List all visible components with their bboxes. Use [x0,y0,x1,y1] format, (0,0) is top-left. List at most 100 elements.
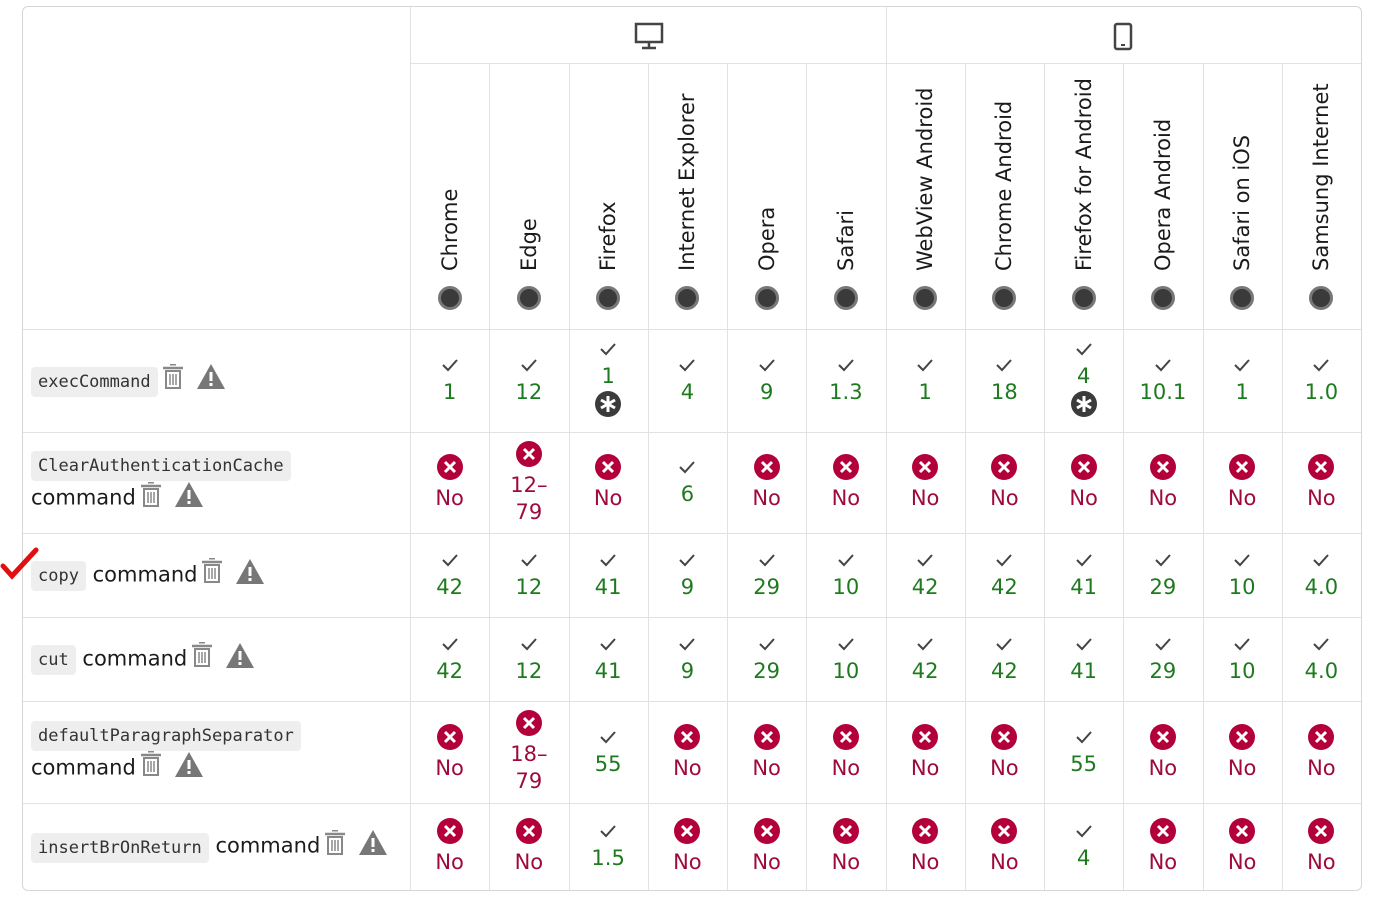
version-label: 42 [911,658,939,683]
deprecated-icon [191,640,213,676]
support-cell: No [1123,701,1202,803]
unsupported-icon [1307,723,1335,755]
unsupported-icon [515,817,543,849]
unsupported-icon-svg [1308,723,1335,750]
support-cell: No [489,803,568,890]
deprecated-icon [324,828,346,864]
support-cell: 42 [886,533,965,617]
row-line [23,701,1361,702]
browser-name: Internet Explorer [675,93,700,272]
version-label: No [990,850,1019,874]
supported-icon-svg [758,553,775,566]
supported-icon [756,550,778,574]
supported-icon [439,550,461,574]
unsupported-icon [1228,817,1256,849]
supported-icon [993,550,1015,574]
supported-icon-svg [996,359,1013,372]
browser-name: Chrome Android [992,100,1017,271]
support-cell: No [806,803,885,890]
warning-icon-svg [196,364,225,389]
supported-icon-svg [1155,553,1171,566]
unsupported-icon-svg [832,454,859,480]
feature-text: insertBrOnReturn command [31,828,388,864]
supported-icon [1152,550,1174,574]
supported-icon [597,634,619,658]
supported-icon [835,550,857,574]
supported-icon-svg [441,553,458,566]
version-label: 55 [594,751,622,776]
supported-icon-svg [1075,637,1092,650]
version-label: 10 [832,658,860,683]
version-label: 4.0 [1304,574,1339,599]
supported-icon-svg [996,637,1013,650]
support-cell: 4 [1044,803,1123,890]
version-label: No [1307,850,1336,874]
version-label: 1.5 [591,846,625,870]
unsupported-icon-svg [753,723,780,750]
col-line [727,63,728,890]
warning-icon [235,558,265,593]
supported-icon-svg [838,553,854,566]
deprecated-icon-svg [192,640,213,667]
version-label: No [831,486,861,510]
unsupported-icon-svg [436,723,463,750]
supported-icon-svg [1313,359,1330,372]
supported-icon-svg [1234,359,1250,372]
version-label: 1 [442,380,457,404]
unsupported-icon [1307,453,1335,485]
unsupported-icon [832,723,860,755]
browser-logo [1230,286,1255,310]
col-line [568,63,570,890]
support-cell: 6 [648,432,727,533]
unsupported-icon-svg [1149,454,1176,480]
unsupported-icon-svg [753,454,780,480]
unsupported-icon [436,817,464,849]
support-cell: No [965,432,1044,533]
feature-code: ClearAuthenticationCache [31,451,291,481]
warning-icon-svg [226,642,255,668]
feature-code: execCommand [31,366,158,397]
unsupported-icon [515,709,543,741]
version-label: 29 [1149,658,1177,683]
unsupported-icon-svg [912,454,939,480]
support-cell: No [886,803,965,890]
unsupported-icon [515,440,543,472]
supported-icon [993,355,1015,379]
support-cell: No [410,803,489,890]
warning-icon-svg [174,751,203,777]
browser-name: Edge [516,218,541,271]
supported-icon-svg [1075,730,1092,743]
warning-icon-svg [174,482,203,507]
browser-logo [913,286,938,310]
supported-icon-svg [679,461,696,474]
col-line [410,7,411,890]
support-cell: No [965,701,1044,803]
supported-icon-svg [838,637,854,650]
warning-icon [174,751,204,786]
supported-icon-svg [600,343,616,356]
support-cell: 10 [1203,533,1282,617]
unsupported-icon-svg [1308,818,1335,844]
unsupported-icon [1149,453,1177,485]
version-label: 9 [680,574,695,599]
version-label: No [752,486,781,510]
supported-icon [1231,634,1253,658]
version-label: No [673,755,702,780]
browser-logo [992,286,1017,310]
support-cell: 42 [965,533,1044,617]
supported-icon [1310,634,1332,658]
feature-label: command [31,755,136,779]
version-label: 41 [1070,574,1097,599]
unsupported-icon [1149,817,1177,849]
version-label: No [910,850,940,874]
version-label: 29 [753,658,780,683]
deprecated-icon-svg [202,556,223,583]
unsupported-icon-svg [1229,454,1256,480]
browser-logo [1309,286,1334,310]
support-cell: 29 [1123,617,1202,701]
browser-name: Safari [833,210,858,271]
deprecated-icon [140,749,162,785]
support-cell: No [1123,432,1202,533]
version-label: 41 [1070,658,1097,683]
feature-cell: ClearAuthenticationCache command [23,432,410,533]
